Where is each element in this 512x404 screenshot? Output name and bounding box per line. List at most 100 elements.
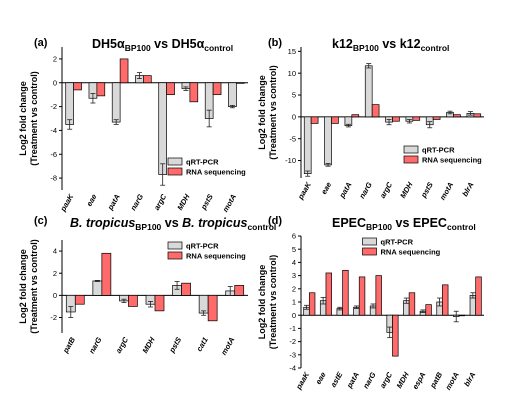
legend-label: qRT-PCR: [186, 158, 219, 167]
bar-rna-seq-patA: [351, 114, 360, 118]
legend-swatch: [403, 145, 419, 154]
x-tick-label: paaK: [294, 370, 312, 392]
chart-panel-4: (d) EPECBP100 vs EPECcontrol Log2 fold cha…: [257, 215, 484, 392]
legend-swatch: [403, 155, 419, 164]
chart-title: EPECBP100 vs EPECcontrol: [332, 216, 476, 232]
legend-label: RNA sequencing: [186, 168, 246, 177]
chart-title: B. tropicusBP100 vs B. tropicuscontrol: [70, 216, 276, 232]
x-tick-label: argC: [378, 370, 395, 390]
bar-rna-seq-eae: [325, 272, 332, 316]
x-tick-label: MDH: [140, 335, 157, 355]
x-tick-label: eae: [85, 193, 99, 208]
panel-label: (c): [34, 215, 48, 227]
y-tick-label: 5: [292, 245, 296, 254]
bar-rna-seq-espA: [425, 304, 432, 316]
x-tick-label: blrA: [462, 371, 477, 388]
panel-label: (b): [268, 37, 282, 49]
bar-rna-seq-astE: [342, 269, 349, 316]
bar-qrt-pcr-patA: [111, 82, 121, 123]
y-tick-label: -4: [289, 364, 296, 373]
bar-rna-seq-narG: [375, 275, 382, 316]
x-tick-label: pstS: [167, 336, 183, 355]
y-tick-label: 2: [53, 55, 57, 64]
x-tick-label: narG: [357, 180, 374, 200]
bar-rna-seq-cat1: [207, 295, 218, 322]
bar-qrt-pcr-paaK: [65, 82, 74, 125]
y-tick-label: 0: [53, 78, 57, 87]
y-tick-label: -2: [289, 337, 296, 346]
bar-rna-seq-motA: [236, 82, 245, 84]
y-tick-label: 4: [292, 258, 296, 267]
chart-title: DH5αBP100 vs DH5αcontrol: [92, 37, 233, 53]
legend-label: RNA sequencing: [422, 156, 482, 165]
y-tick-label: -3: [289, 350, 296, 359]
bar-rna-seq-paaK: [73, 82, 82, 91]
bar-qrt-pcr-narG: [92, 280, 103, 296]
y-tick-label: 0: [53, 291, 57, 300]
x-tick-label: paaK: [58, 192, 76, 214]
y-tick-label: -5: [289, 134, 296, 143]
bar-rna-seq-pstS: [432, 116, 441, 120]
bar-rna-seq-argC: [128, 295, 138, 307]
bar-qrt-pcr-eae: [324, 116, 332, 166]
legend-swatch: [167, 241, 183, 250]
bar-rna-seq-motA: [234, 285, 245, 296]
bar-rna-seq-patB: [74, 295, 85, 305]
legend-swatch: [167, 167, 183, 176]
bar-rna-seq-MDH: [412, 116, 421, 121]
x-tick-label: patB: [60, 335, 77, 355]
y-tick-label: -2: [50, 102, 57, 111]
bar-rna-seq-MDH: [408, 292, 416, 316]
bar-rna-seq-narG: [143, 75, 152, 84]
legend-swatch: [167, 251, 183, 260]
bar-rna-seq-motA: [458, 314, 466, 317]
x-tick-label: motA: [438, 181, 455, 202]
x-tick-label: blrA: [460, 181, 475, 198]
bar-rna-seq-argC: [166, 82, 175, 96]
panel-label: (a): [34, 37, 48, 49]
bar-rna-seq-blrA: [473, 113, 482, 118]
y-axis-label: (Treatment vs control): [268, 65, 278, 160]
y-tick-label: 5: [292, 91, 296, 100]
bar-rna-seq-blrA: [475, 276, 482, 316]
bar-rna-seq-MDH: [189, 82, 199, 103]
bar-rna-seq-argC: [392, 116, 400, 122]
x-tick-label: motA: [443, 371, 460, 392]
y-tick-label: 2: [292, 284, 296, 293]
chart-panel-2: (b) k12BP100 vs k12control Log2 fold chang…: [257, 37, 484, 202]
y-axis-label: (Treatment vs control): [29, 71, 39, 166]
y-tick-label: -8: [50, 174, 57, 183]
bar-qrt-pcr-paaK: [303, 116, 312, 174]
y-axis-label: Log2 fold change: [18, 249, 28, 324]
x-tick-label: paaK: [295, 180, 313, 202]
chart-panel-1: (a) DH5αBP100 vs DH5αcontrol Log2 fold cha…: [18, 37, 248, 214]
y-tick-label: 1: [292, 298, 296, 307]
bar-rna-seq-patB: [442, 284, 449, 316]
bar-qrt-pcr-argC: [158, 82, 167, 175]
y-axis-label: (Treatment vs control): [268, 255, 278, 350]
bar-qrt-pcr-motA: [228, 82, 237, 107]
y-tick-label: 15: [288, 47, 296, 56]
bar-rna-seq-motA: [453, 114, 461, 118]
y-tick-label: -6: [50, 150, 57, 159]
bar-rna-seq-patA: [119, 58, 129, 84]
x-tick-label: narG: [361, 370, 378, 390]
y-tick-label: 4: [53, 247, 57, 256]
legend-swatch: [362, 237, 377, 246]
bar-rna-seq-paaK: [308, 292, 316, 316]
y-tick-label: -2: [50, 313, 57, 322]
legend-label: qRT-PCR: [186, 242, 219, 251]
x-tick-label: patA: [337, 181, 354, 201]
x-tick-label: argC: [378, 180, 395, 200]
y-tick-label: 6: [292, 232, 296, 241]
x-tick-label: eae: [314, 371, 328, 386]
x-tick-label: MDH: [395, 370, 412, 390]
y-axis-label: Log2 fold change: [257, 265, 267, 340]
x-tick-label: cat1: [195, 336, 210, 354]
bar-rna-seq-narG: [371, 104, 380, 118]
legend-label: qRT-PCR: [381, 238, 414, 247]
y-axis-label: Log2 fold change: [257, 75, 267, 150]
bar-rna-seq-paaK: [310, 116, 319, 124]
bar-rna-seq-MDH: [154, 295, 165, 312]
